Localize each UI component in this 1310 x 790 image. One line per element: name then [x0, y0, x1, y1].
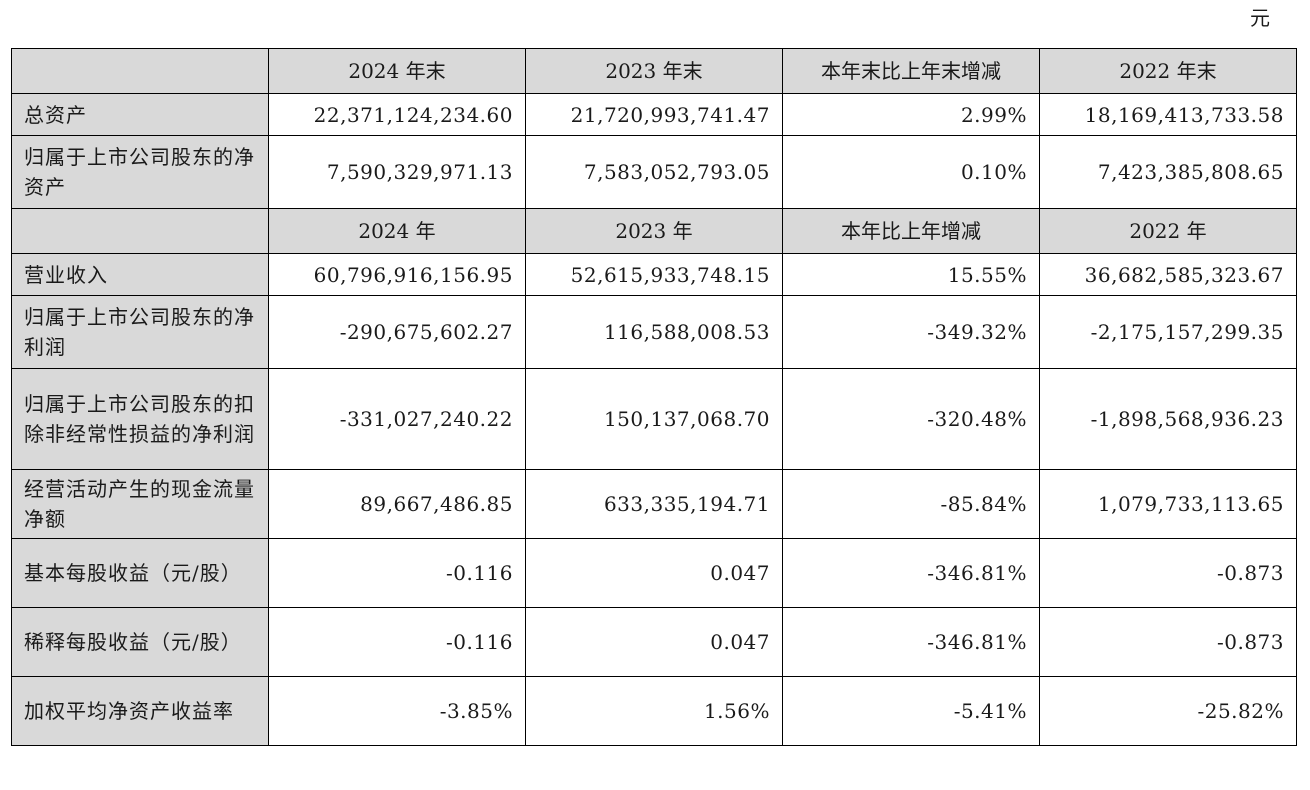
- table-row-revenue: 营业收入 60,796,916,156.95 52,615,933,748.15…: [11, 253, 1297, 296]
- value-cell: -1,898,568,936.23: [1039, 368, 1297, 470]
- change-cell: -5.41%: [782, 676, 1040, 746]
- table-row-diluted-eps: 稀释每股收益（元/股） -0.116 0.047 -346.81% -0.873: [11, 607, 1297, 677]
- value-cell: 52,615,933,748.15: [525, 253, 783, 296]
- value-cell: 1,079,733,113.65: [1039, 469, 1297, 539]
- value-cell: -0.116: [268, 607, 526, 677]
- row-label: 稀释每股收益（元/股）: [11, 607, 269, 677]
- row-label: 经营活动产生的现金流量净额: [11, 469, 269, 539]
- table-row-net-assets: 归属于上市公司股东的净资产 7,590,329,971.13 7,583,052…: [11, 135, 1297, 209]
- value-cell: 150,137,068.70: [525, 368, 783, 470]
- value-cell: 1.56%: [525, 676, 783, 746]
- change-cell: -85.84%: [782, 469, 1040, 539]
- row-label: 基本每股收益（元/股）: [11, 538, 269, 608]
- value-cell: -2,175,157,299.35: [1039, 295, 1297, 369]
- balance-header-row: 2024 年末 2023 年末 本年末比上年末增减 2022 年末: [11, 48, 1297, 94]
- unit-label: 元: [1250, 6, 1270, 30]
- value-cell: -0.873: [1039, 538, 1297, 608]
- header-cell: 2024 年: [268, 208, 526, 254]
- row-label: 归属于上市公司股东的净资产: [11, 135, 269, 209]
- change-cell: -346.81%: [782, 538, 1040, 608]
- row-label: 总资产: [11, 93, 269, 136]
- row-label: 营业收入: [11, 253, 269, 296]
- table-row-total-assets: 总资产 22,371,124,234.60 21,720,993,741.47 …: [11, 93, 1297, 136]
- value-cell: -331,027,240.22: [268, 368, 526, 470]
- income-header-row: 2024 年 2023 年 本年比上年增减 2022 年: [11, 208, 1297, 254]
- value-cell: 633,335,194.71: [525, 469, 783, 539]
- value-cell: 89,667,486.85: [268, 469, 526, 539]
- change-cell: 15.55%: [782, 253, 1040, 296]
- table-row-operating-cash-flow: 经营活动产生的现金流量净额 89,667,486.85 633,335,194.…: [11, 469, 1297, 539]
- value-cell: -290,675,602.27: [268, 295, 526, 369]
- table-row-adjusted-net-profit: 归属于上市公司股东的扣除非经常性损益的净利润 -331,027,240.22 1…: [11, 368, 1297, 470]
- header-corner-cell: [11, 48, 269, 94]
- value-cell: 7,590,329,971.13: [268, 135, 526, 209]
- value-cell: 21,720,993,741.47: [525, 93, 783, 136]
- value-cell: -3.85%: [268, 676, 526, 746]
- value-cell: 22,371,124,234.60: [268, 93, 526, 136]
- table-row-basic-eps: 基本每股收益（元/股） -0.116 0.047 -346.81% -0.873: [11, 538, 1297, 608]
- change-cell: 2.99%: [782, 93, 1040, 136]
- header-cell: 本年比上年增减: [782, 208, 1040, 254]
- row-label: 归属于上市公司股东的净利润: [11, 295, 269, 369]
- row-label: 归属于上市公司股东的扣除非经常性损益的净利润: [11, 368, 269, 470]
- value-cell: -0.873: [1039, 607, 1297, 677]
- value-cell: 0.047: [525, 607, 783, 677]
- header-cell: 2023 年末: [525, 48, 783, 94]
- value-cell: 60,796,916,156.95: [268, 253, 526, 296]
- header-corner-cell: [11, 208, 269, 254]
- header-cell: 2022 年末: [1039, 48, 1297, 94]
- value-cell: 36,682,585,323.67: [1039, 253, 1297, 296]
- value-cell: -0.116: [268, 538, 526, 608]
- table-row-net-profit: 归属于上市公司股东的净利润 -290,675,602.27 116,588,00…: [11, 295, 1297, 369]
- value-cell: 116,588,008.53: [525, 295, 783, 369]
- change-cell: -349.32%: [782, 295, 1040, 369]
- value-cell: -25.82%: [1039, 676, 1297, 746]
- financial-data-table: 2024 年末 2023 年末 本年末比上年末增减 2022 年末 总资产 22…: [11, 48, 1297, 746]
- header-cell: 本年末比上年末增减: [782, 48, 1040, 94]
- table-row-roe: 加权平均净资产收益率 -3.85% 1.56% -5.41% -25.82%: [11, 676, 1297, 746]
- value-cell: 7,583,052,793.05: [525, 135, 783, 209]
- header-cell: 2023 年: [525, 208, 783, 254]
- row-label: 加权平均净资产收益率: [11, 676, 269, 746]
- header-cell: 2022 年: [1039, 208, 1297, 254]
- value-cell: 0.047: [525, 538, 783, 608]
- value-cell: 7,423,385,808.65: [1039, 135, 1297, 209]
- change-cell: -320.48%: [782, 368, 1040, 470]
- change-cell: -346.81%: [782, 607, 1040, 677]
- change-cell: 0.10%: [782, 135, 1040, 209]
- value-cell: 18,169,413,733.58: [1039, 93, 1297, 136]
- header-cell: 2024 年末: [268, 48, 526, 94]
